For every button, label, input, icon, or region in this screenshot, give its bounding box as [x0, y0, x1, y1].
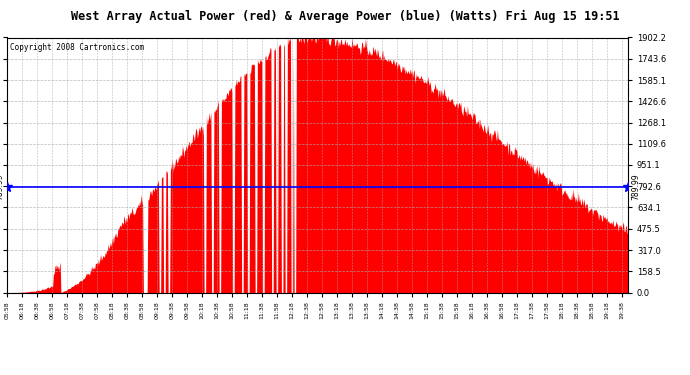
Text: 789.99: 789.99: [631, 173, 640, 200]
Text: 789.99: 789.99: [0, 173, 4, 200]
Text: Copyright 2008 Cartronics.com: Copyright 2008 Cartronics.com: [10, 43, 144, 52]
Text: West Array Actual Power (red) & Average Power (blue) (Watts) Fri Aug 15 19:51: West Array Actual Power (red) & Average …: [70, 10, 620, 23]
